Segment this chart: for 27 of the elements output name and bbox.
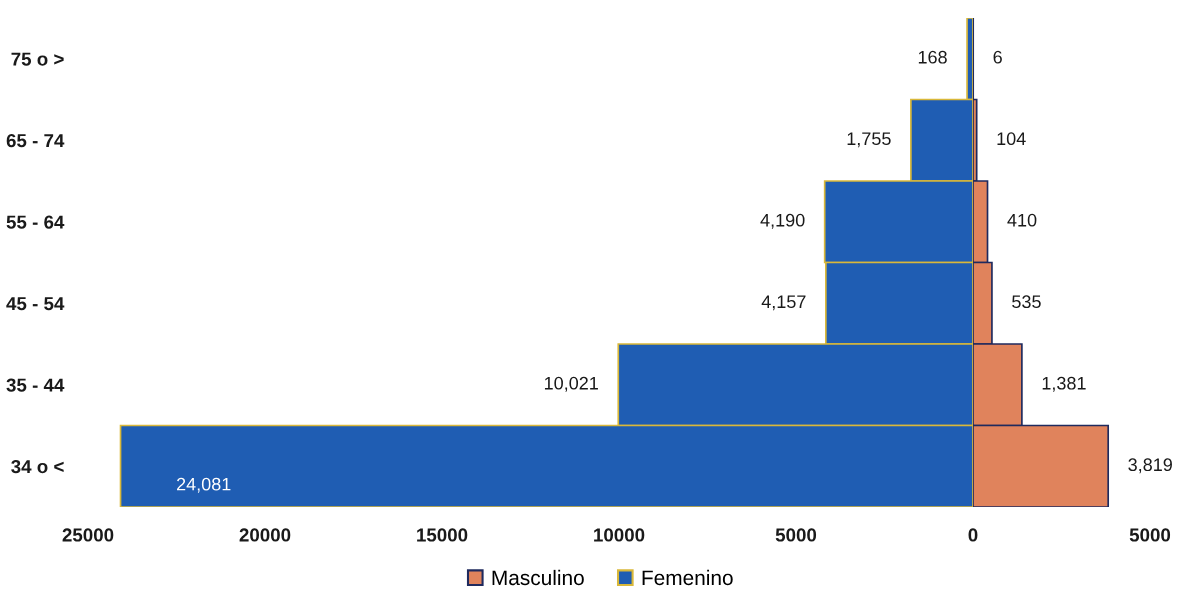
data-label: 535: [1012, 295, 1041, 309]
data-label: 104: [997, 132, 1026, 146]
legend-label: Masculino: [492, 569, 584, 586]
y-tick-label: 35 - 44: [6, 378, 65, 392]
data-label: 10,021: [544, 376, 598, 392]
x-tick-label: 25000: [62, 528, 114, 542]
data-label: 24,081: [177, 477, 231, 493]
y-tick-label: 55 - 64: [6, 215, 65, 229]
data-label: 4,190: [760, 213, 805, 229]
x-tick-label: 15000: [417, 528, 468, 542]
x-tick-label: 10000: [594, 528, 645, 542]
y-tick-label: 45 - 54: [6, 297, 65, 311]
y-tick-label: 65 - 74: [6, 133, 65, 148]
data-label: 168: [918, 50, 947, 64]
x-tick-label: 5000: [775, 528, 817, 542]
data-label: 410: [1007, 213, 1037, 227]
data-label: 4,157: [761, 295, 806, 311]
data-label: 1,381: [1042, 376, 1086, 392]
x-tick-label: 0: [968, 528, 978, 542]
data-label: 3,819: [1128, 458, 1172, 474]
y-tick-label: 34 o <: [11, 459, 64, 474]
y-tick-label: 75 o >: [11, 52, 64, 66]
x-tick-label: 20000: [239, 528, 291, 542]
x-tick-label: 5000: [1129, 528, 1171, 542]
legend-label: Femenino: [642, 569, 733, 586]
data-label: 1,755: [847, 132, 891, 148]
data-label: 6: [993, 50, 1002, 64]
